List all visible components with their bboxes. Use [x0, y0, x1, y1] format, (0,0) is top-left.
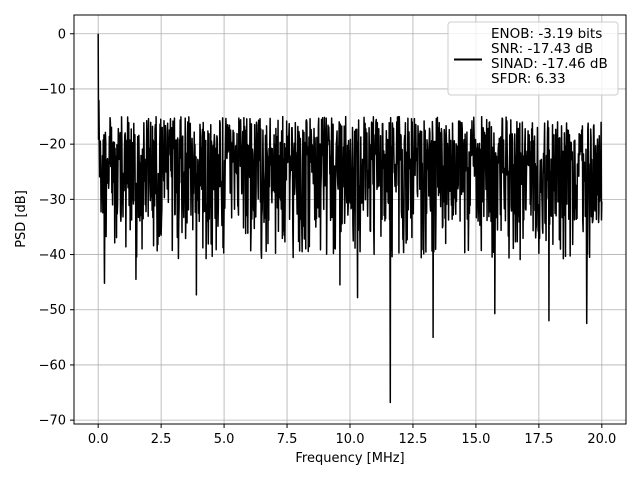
legend-entry-line: SNR: -17.43 dB	[491, 41, 593, 57]
x-tick-label: 0.0	[88, 432, 109, 447]
y-tick-label: −30	[39, 193, 66, 208]
legend-entry-line: SFDR: 6.33	[491, 71, 566, 87]
x-axis-label: Frequency [MHz]	[295, 451, 404, 466]
x-axis: 0.0 2.5 5.0 7.5 10.0 12.5 15.0 17.5 20.0	[88, 424, 616, 447]
legend-entry-line: SINAD: -17.46 dB	[491, 56, 608, 72]
y-tick-label: −20	[39, 138, 66, 153]
y-tick-label: −70	[39, 414, 66, 429]
y-tick-label: −40	[39, 248, 66, 263]
legend-entry-line: ENOB: -3.19 bits	[491, 26, 602, 42]
y-axis: 0 −10 −20 −30 −40 −50 −60 −70	[39, 27, 74, 429]
y-tick-label: −50	[39, 303, 66, 318]
x-tick-label: 12.5	[398, 432, 427, 447]
x-tick-label: 15.0	[461, 432, 490, 447]
x-tick-label: 20.0	[587, 432, 616, 447]
x-tick-label: 10.0	[336, 432, 365, 447]
x-tick-label: 17.5	[524, 432, 553, 447]
series-layer	[97, 33, 603, 404]
x-tick-label: 2.5	[151, 432, 172, 447]
x-tick-label: 5.0	[214, 432, 235, 447]
legend-box	[447, 21, 619, 96]
y-tick-label: −60	[39, 358, 66, 373]
psd-series-line	[97, 33, 603, 404]
x-tick-label: 7.5	[277, 432, 298, 447]
y-tick-label: 0	[58, 27, 66, 42]
y-tick-label: −10	[39, 82, 66, 97]
y-axis-label: PSD [dB]	[14, 190, 29, 248]
